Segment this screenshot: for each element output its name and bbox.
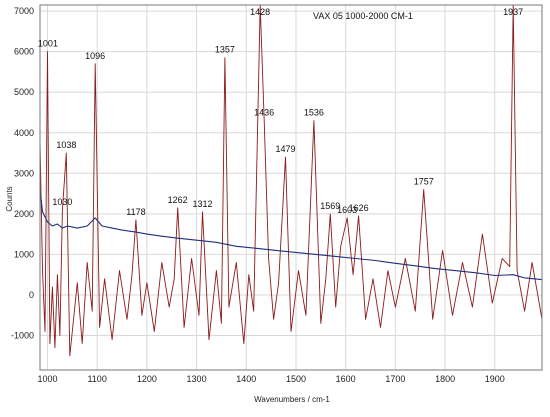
peak-label: 1479 xyxy=(276,144,296,154)
x-tick-label: 1500 xyxy=(286,374,306,384)
x-tick-label: 1300 xyxy=(187,374,207,384)
plot-frame xyxy=(39,4,543,371)
baseline-line xyxy=(39,189,543,281)
y-tick-label: 4000 xyxy=(14,128,34,138)
y-tick-label: 1000 xyxy=(14,249,34,259)
peak-label: 1038 xyxy=(56,140,76,150)
peak-label: 1626 xyxy=(349,203,369,213)
peak-annotations: 1001 1038 1030 1096 1178 1262 1312 1357 1428 1436… xyxy=(38,7,523,217)
peak-label: 1312 xyxy=(193,199,213,209)
series-group xyxy=(39,4,543,357)
tick-labels: 1000 1100 1200 1300 1400 1500 1600 1700 1800 1900… xyxy=(11,6,505,384)
y-tick-label: 7000 xyxy=(14,6,34,16)
y-tick-label: 6000 xyxy=(14,47,34,57)
peak-label: 1357 xyxy=(215,45,235,55)
spectrum-line xyxy=(39,4,543,357)
x-tick-label: 1100 xyxy=(87,374,106,384)
peak-label: 1096 xyxy=(85,51,105,61)
peak-label: 1001 xyxy=(38,39,58,49)
x-axis-title: Wavenumbers / cm-1 xyxy=(254,395,330,404)
chart-title: VAX 05 1000-2000 CM-1 xyxy=(313,11,413,21)
x-tick-label: 1200 xyxy=(137,374,157,384)
x-tick-label: 1900 xyxy=(485,374,505,384)
y-tick-label: -1000 xyxy=(11,331,34,341)
peak-label: 1603 xyxy=(337,205,357,215)
peak-label: 1428 xyxy=(250,7,270,17)
peak-label: 1262 xyxy=(168,195,188,205)
x-tick-label: 1600 xyxy=(336,374,356,384)
y-axis-title: Counts xyxy=(5,186,14,211)
x-tick-label: 1700 xyxy=(385,374,405,384)
x-tick-label: 1800 xyxy=(435,374,455,384)
peak-label: 1757 xyxy=(414,177,434,187)
peak-label: 1178 xyxy=(126,207,145,217)
peak-label: 1536 xyxy=(304,108,324,118)
x-tick-label: 1400 xyxy=(236,374,256,384)
peak-label: 1436 xyxy=(254,108,274,118)
y-tick-label: 0 xyxy=(29,290,34,300)
peak-label: 1937 xyxy=(503,7,523,17)
x-tick-label: 1000 xyxy=(37,374,57,384)
y-tick-label: 2000 xyxy=(14,209,34,219)
y-tick-label: 3000 xyxy=(14,168,34,178)
peak-label: 1569 xyxy=(320,201,340,211)
y-tick-label: 5000 xyxy=(14,87,34,97)
peak-label: 1030 xyxy=(52,197,72,207)
